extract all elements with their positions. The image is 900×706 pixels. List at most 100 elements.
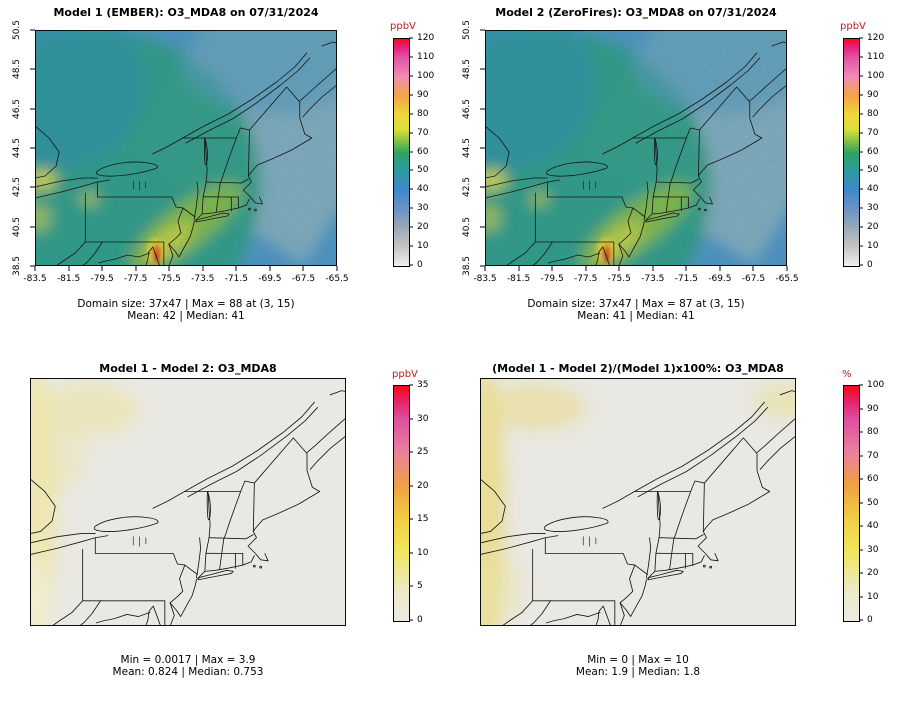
y-tick-label: 44.5 [462, 137, 472, 159]
x-tick-mark [786, 266, 788, 271]
x-tick-mark [68, 266, 70, 271]
stats-line-2: Mean: 0.824 | Median: 0.753 [112, 666, 264, 678]
x-tick-mark [168, 266, 170, 271]
colorbar-tick-label: 10 [867, 241, 879, 252]
colorbar-tick-mark [409, 151, 413, 152]
colorbar-tick-label: 100 [417, 70, 435, 81]
colorbar-tick-mark [859, 596, 863, 597]
x-tick-mark [101, 266, 103, 271]
x-tick-mark [336, 266, 338, 271]
y-axis: 38.5 40.5 42.5 44.5 46.5 48.5 50.5 [456, 20, 478, 276]
x-tick-label: -69.5 [258, 274, 282, 284]
colorbar-tick-label: 120 [867, 33, 885, 43]
x-tick-label: -75.5 [157, 274, 181, 284]
stats-line-2: Mean: 41 | Median: 41 [577, 310, 695, 322]
y-tick-mark [480, 68, 485, 70]
colorbar-tick-mark [859, 37, 863, 39]
colorbar-tick-mark [409, 384, 413, 386]
panel-title: Model 2 (ZeroFires): O3_MDA8 on 07/31/20… [495, 6, 777, 19]
colorbar-tick-mark [859, 525, 863, 527]
colorbar-tick-mark [409, 418, 413, 420]
x-tick-mark [518, 266, 520, 271]
colorbar-tick-mark [409, 75, 413, 77]
colorbar [393, 385, 410, 622]
colorbar-tick-mark [859, 113, 863, 115]
colorbar-tick-label: 50 [867, 165, 879, 176]
colorbar-tick-label: 80 [867, 427, 879, 437]
x-tick-mark [551, 266, 553, 271]
x-tick-mark [585, 266, 587, 271]
colorbar-unit-label: % [842, 369, 852, 380]
colorbar-tick-mark [859, 132, 863, 134]
colorbar-ticks: 0 10 20 30 40 50 60 70 80 90 100 [843, 380, 884, 625]
x-tick-label: -83.5 [473, 274, 497, 284]
map-canvas [480, 378, 796, 626]
y-tick-label: 40.5 [12, 216, 22, 237]
y-tick-label: 48.5 [462, 59, 472, 80]
stats-line-1: Min = 0 | Max = 10 [587, 654, 689, 666]
colorbar-tick-mark [859, 572, 863, 574]
colorbar-tick-label: 40 [867, 184, 879, 195]
colorbar-tick-label: 70 [867, 127, 879, 138]
colorbar-ticks: 0 10 20 30 40 50 60 70 80 90 100 110 120 [843, 33, 884, 270]
colorbar-tick-label: 10 [417, 241, 429, 252]
colorbar [393, 38, 410, 267]
colorbar-tick-mark [409, 226, 413, 228]
colorbar [843, 385, 860, 622]
colorbar-tick-label: 70 [417, 127, 429, 138]
colorbar-tick-mark [859, 207, 863, 209]
colorbar-tick-label: 30 [417, 413, 429, 424]
colorbar-tick-label: 100 [867, 70, 885, 81]
colorbar-tick-label: 50 [867, 497, 879, 508]
colorbar-tick-label: 10 [867, 591, 879, 602]
x-tick-mark [652, 266, 654, 271]
x-tick-mark [719, 266, 721, 271]
stats-line-1: Domain size: 37x47 | Max = 87 at (3, 15) [527, 298, 745, 310]
colorbar-tick-mark [859, 226, 863, 228]
colorbar-tick-label: 30 [867, 544, 879, 555]
colorbar-tick-mark [409, 518, 413, 520]
map-difference [30, 378, 346, 626]
x-tick-mark [685, 266, 687, 271]
colorbar-tick-label: 100 [867, 380, 885, 390]
colorbar-tick-mark [859, 151, 863, 152]
y-tick-label: 40.5 [462, 216, 472, 237]
colorbar-tick-label: 60 [867, 146, 879, 157]
x-tick-label: -75.5 [607, 274, 631, 284]
colorbar-tick-label: 90 [867, 403, 879, 414]
stats-line-2: Mean: 42 | Median: 41 [127, 310, 245, 322]
colorbar-tick-label: 40 [867, 521, 879, 531]
colorbar-tick-mark [409, 94, 413, 96]
colorbar-tick-label: 5 [417, 581, 423, 592]
colorbar-tick-mark [409, 188, 413, 190]
x-tick-label: -79.5 [540, 274, 564, 284]
colorbar-tick-mark [859, 169, 863, 171]
colorbar-tick-label: 110 [417, 51, 435, 62]
y-tick-mark [30, 108, 35, 110]
y-tick-label: 50.5 [12, 19, 22, 41]
panel-model2: Model 2 (ZeroFires): O3_MDA8 on 07/31/20… [450, 0, 900, 353]
stats-line-1: Domain size: 37x47 | Max = 88 at (3, 15) [77, 298, 295, 310]
y-tick-label: 48.5 [12, 59, 22, 80]
y-tick-label: 42.5 [12, 177, 22, 198]
x-tick-label: -77.5 [574, 274, 598, 284]
y-tick-mark [480, 226, 485, 228]
colorbar-tick-mark [859, 56, 863, 58]
colorbar-unit-label: ppbV [392, 369, 418, 380]
y-tick-mark [30, 265, 35, 267]
y-tick-mark [480, 186, 485, 188]
colorbar-tick-label: 110 [867, 51, 885, 62]
x-tick-label: -83.5 [23, 274, 47, 284]
colorbar-unit-label: ppbV [390, 21, 416, 32]
colorbar-tick-mark [409, 585, 413, 587]
map-canvas [485, 30, 787, 266]
panel-difference: Model 1 - Model 2: O3_MDA8 ppbV 0 5 10 15 20… [0, 353, 450, 706]
y-tick-mark [30, 186, 35, 188]
x-tick-label: -65.5 [325, 274, 349, 284]
colorbar-tick-mark [859, 384, 863, 386]
y-tick-mark [480, 29, 485, 31]
colorbar-tick-mark [859, 431, 863, 433]
x-tick-label: -81.5 [506, 274, 531, 284]
x-axis: -83.5 -81.5 -79.5 -77.5 -75.5 -73.5 -71.5 -69.5… [473, 272, 798, 284]
